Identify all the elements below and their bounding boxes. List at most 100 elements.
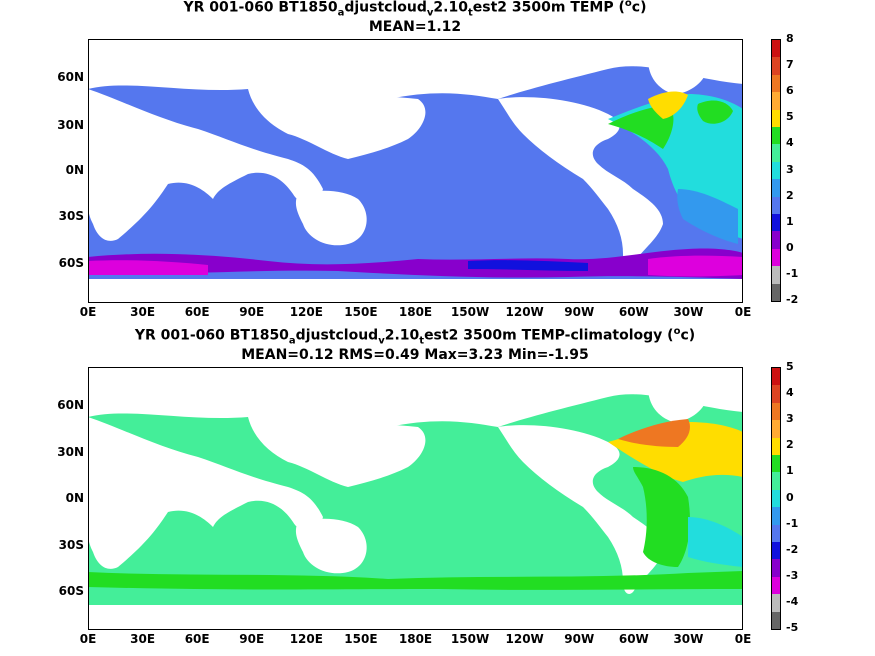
colorbar-label: 0	[786, 490, 794, 504]
colorbar-segment	[772, 472, 780, 491]
panel2-title: YR 001-060 BT1850adjustcloudv2.10test2 3…	[134, 326, 696, 347]
colorbar-label: 5	[786, 360, 794, 373]
atlantic-green	[633, 467, 690, 567]
panel2-map-svg	[88, 367, 743, 630]
lon-label: 120W	[505, 632, 544, 646]
colorbar-segment	[772, 40, 780, 58]
panel1-colorbar	[771, 39, 781, 302]
colorbar-label: 0	[786, 240, 794, 254]
colorbar-segment	[772, 57, 780, 76]
colorbar-label: 3	[786, 412, 794, 426]
colorbar-segment	[772, 161, 780, 180]
colorbar-label: 7	[786, 58, 794, 72]
panel2-lat-label: 0N	[65, 491, 84, 505]
lon-label: 0E	[734, 632, 752, 646]
colorbar-segment	[772, 283, 780, 302]
colorbar-label: 6	[786, 84, 794, 98]
lon-label: 120E	[289, 305, 323, 319]
australia-land	[295, 518, 367, 574]
colorbar-label: 8	[786, 32, 794, 45]
lon-label: 60W	[618, 632, 649, 646]
antarctica-land	[88, 605, 743, 630]
eurasia-africa-land	[88, 417, 323, 569]
lon-label: 0E	[79, 632, 97, 646]
americas-land	[498, 97, 663, 266]
south-atlantic-cyan	[688, 517, 743, 567]
antarctica-land	[88, 279, 743, 303]
colorbar-segment	[772, 437, 780, 456]
colorbar-label: 3	[786, 162, 794, 176]
colorbar-segment	[772, 489, 780, 508]
panel2-lat-label: 60N	[57, 398, 84, 412]
panel1-lat-label: 60S	[58, 256, 84, 270]
lon-label: 0E	[734, 305, 752, 319]
colorbar-label: 4	[786, 386, 794, 400]
panel1-map	[88, 39, 743, 303]
lon-label: 60E	[184, 305, 210, 319]
colorbar-segment	[772, 74, 780, 93]
colorbar-segment	[772, 420, 780, 439]
colorbar-label: -1	[786, 266, 799, 280]
southern-ocean-cold	[88, 248, 743, 279]
atlantic-orange	[618, 419, 690, 447]
panel1-stats: MEAN=1.12	[368, 19, 462, 35]
lon-label: 180E	[398, 632, 433, 646]
colorbar-segment	[772, 214, 780, 232]
australia-land	[295, 190, 367, 246]
lon-label: 90W	[564, 632, 595, 646]
colorbar-segment	[772, 248, 780, 267]
panel2-map	[88, 367, 743, 630]
south-atlantic-blue	[677, 189, 738, 244]
lon-label: 150E	[344, 632, 378, 646]
lon-label: 120E	[289, 632, 323, 646]
colorbar-segment	[772, 144, 780, 163]
colorbar-segment	[772, 455, 780, 473]
colorbar-segment	[772, 266, 780, 285]
panel1-lat-label: 60N	[57, 70, 84, 84]
lon-label: 150W	[450, 632, 490, 646]
colorbar-label: 2	[786, 188, 794, 202]
southern-ocean-dark-blue	[468, 260, 588, 271]
eurasia-africa-land	[88, 89, 323, 241]
colorbar-label: 1	[786, 214, 794, 228]
panel2-frame	[88, 367, 743, 630]
colorbar-label: -4	[786, 594, 799, 608]
colorbar-label: -1	[786, 516, 799, 530]
colorbar-label: 2	[786, 438, 794, 452]
colorbar-segment	[772, 542, 780, 560]
greenland-land	[648, 56, 708, 94]
colorbar-segment	[772, 559, 780, 578]
lon-label: 0E	[79, 305, 97, 319]
colorbar-segment	[772, 594, 780, 613]
panel1-map-svg	[88, 39, 743, 303]
greenland-land	[648, 384, 708, 422]
lon-label: 90E	[239, 305, 265, 319]
panel2-lat-label: 30N	[57, 445, 84, 459]
atlantic-green-ne	[697, 100, 733, 124]
colorbar-segment	[772, 385, 780, 404]
americas-land	[498, 425, 663, 594]
colorbar-segment	[772, 524, 780, 543]
colorbar-segment	[772, 611, 780, 630]
lon-label: 60W	[618, 305, 649, 319]
lon-label: 30W	[673, 305, 704, 319]
panel2-stats: MEAN=0.12 RMS=0.49 Max=3.23 Min=-1.95	[241, 347, 589, 363]
lon-label: 30W	[673, 632, 704, 646]
colorbar-segment	[772, 231, 780, 250]
asia-land	[248, 89, 426, 159]
colorbar-segment	[772, 179, 780, 198]
lon-label: 90W	[564, 305, 595, 319]
atlantic-yellow	[648, 91, 688, 119]
arctic-land	[88, 39, 743, 99]
colorbar-label: -3	[786, 568, 799, 582]
colorbar-segment	[772, 196, 780, 215]
southern-ocean-warm	[88, 571, 743, 590]
colorbar-segment	[772, 402, 780, 421]
panel1-title: YR 001-060 BT1850adjustcloudv2.10test2 3…	[183, 0, 647, 19]
colorbar-segment	[772, 109, 780, 128]
southern-ocean-magenta-east	[648, 255, 743, 277]
colorbar-label: 4	[786, 136, 794, 150]
panel2-colorbar	[771, 367, 781, 630]
arctic-land	[88, 367, 743, 427]
lon-label: 30E	[130, 632, 156, 646]
